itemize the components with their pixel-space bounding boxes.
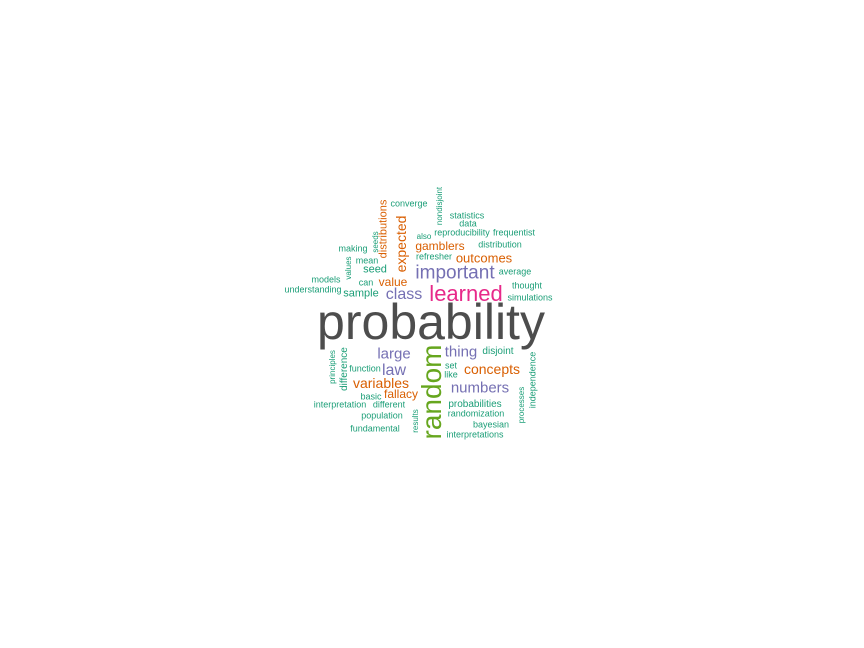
word-results: results [411, 409, 420, 433]
word-distributions: distributions [377, 199, 390, 259]
word-refresher: refresher [415, 251, 453, 262]
word-important: important [415, 262, 495, 284]
word-can: can [358, 277, 374, 288]
word-reproducibility: reproducibility [434, 227, 490, 238]
word-probability: probability [317, 294, 545, 350]
word-making: making [338, 243, 368, 254]
word-disjoint: disjoint [482, 346, 514, 357]
word-function: function [349, 363, 381, 374]
word-understanding: understanding [284, 284, 342, 295]
word-fallacy: fallacy [383, 387, 419, 401]
word-seed: seed [363, 263, 387, 276]
word-random: random [416, 344, 447, 440]
word-distribution: distribution [478, 239, 522, 250]
word-thing: thing [444, 343, 478, 361]
word-mean: mean [355, 255, 379, 266]
word-numbers: numbers [450, 379, 510, 397]
word-thought: thought [511, 280, 543, 291]
word-learned: learned [429, 281, 503, 306]
word-processes: processes [517, 386, 526, 424]
word-also: also [416, 232, 432, 241]
word-statistics: statistics [449, 210, 485, 221]
word-different: different [372, 399, 406, 410]
word-set: set [444, 360, 458, 371]
word-concepts: concepts [463, 361, 521, 377]
word-interpretation: interpretation [313, 399, 367, 410]
word-like: like [444, 369, 458, 380]
word-bayesian: bayesian [472, 419, 510, 430]
word-interpretations: interpretations [446, 429, 504, 440]
word-independence: independence [527, 351, 538, 409]
word-fundamental: fundamental [350, 423, 400, 434]
word-frequentist: frequentist [492, 227, 536, 238]
word-values: values [344, 256, 353, 280]
word-data: data [459, 218, 477, 229]
word-gamblers: gamblers [415, 239, 465, 253]
word-sample: sample [343, 287, 379, 300]
word-nondisjoint: nondisjoint [435, 186, 444, 226]
word-outcomes: outcomes [455, 250, 513, 266]
word-simulations: simulations [507, 292, 553, 303]
word-large: large [377, 345, 411, 363]
word-population: population [361, 410, 403, 421]
word-randomization: randomization [447, 408, 505, 419]
word-seeds: seeds [371, 231, 380, 253]
word-principles: principles [328, 350, 337, 384]
word-class: class [385, 286, 423, 303]
word-value: value [378, 275, 408, 289]
word-models: models [311, 274, 341, 285]
word-law: law [381, 362, 407, 379]
word-converge: converge [390, 198, 428, 209]
word-average: average [498, 266, 532, 277]
word-probabilities: probabilities [448, 399, 502, 410]
word-variables: variables [352, 375, 410, 391]
word-expected: expected [393, 215, 409, 273]
word-basic: basic [360, 391, 382, 402]
